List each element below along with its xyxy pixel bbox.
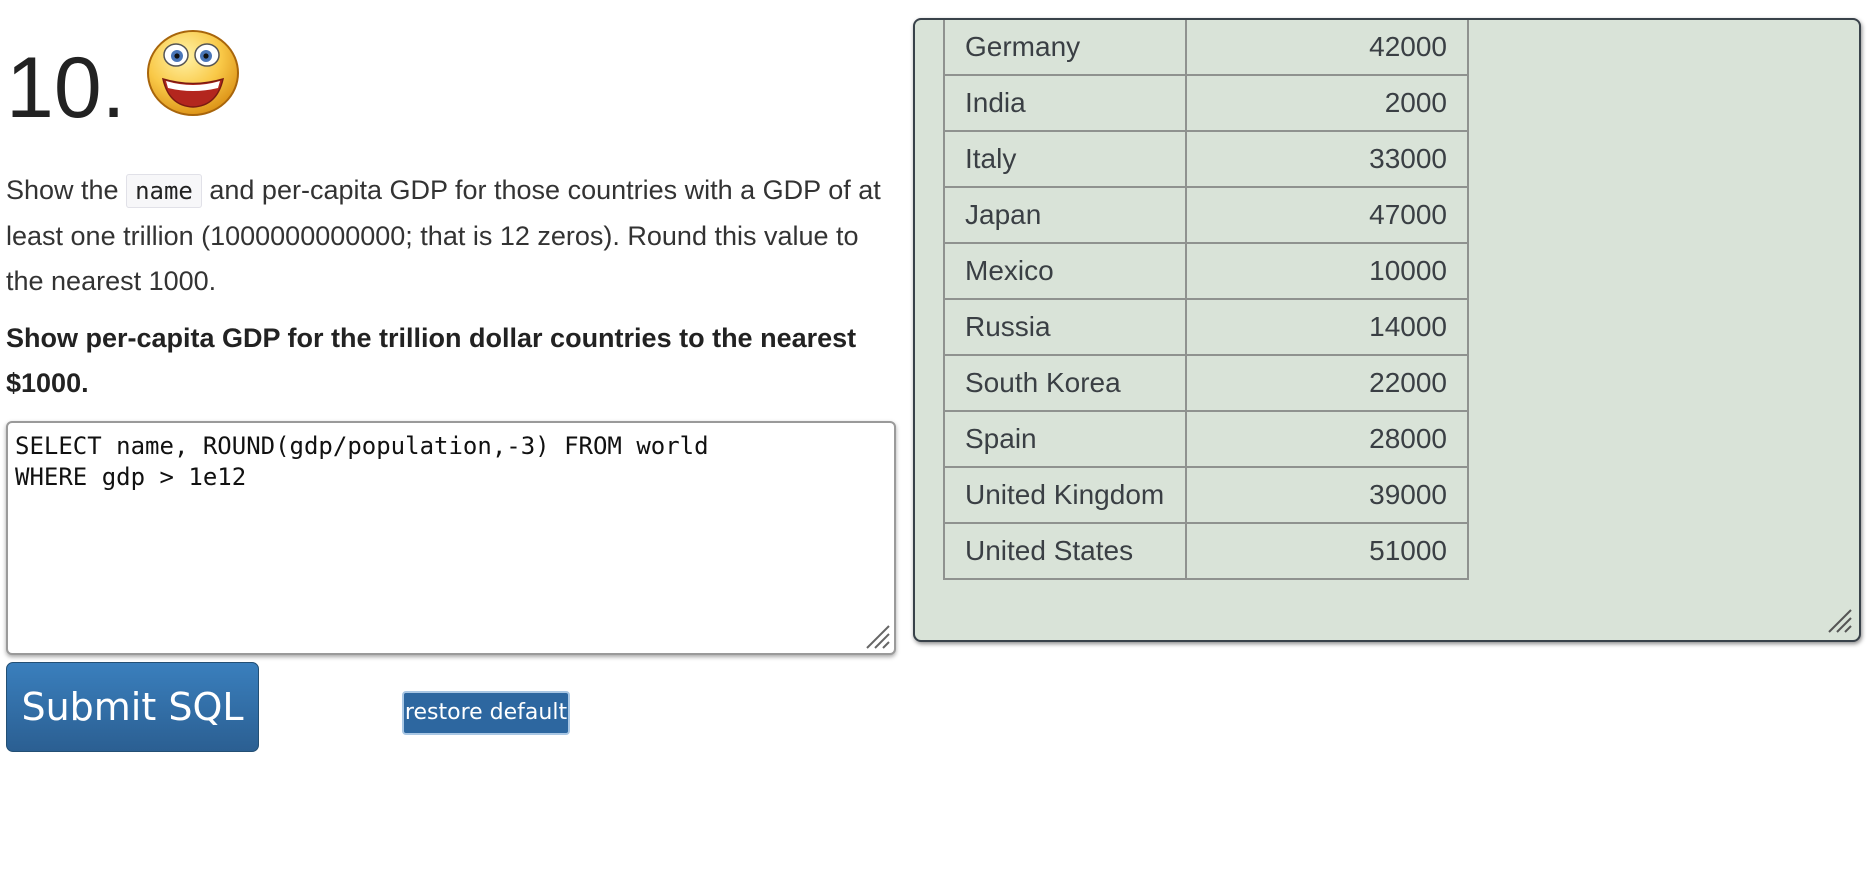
table-row: United Kingdom 39000 — [943, 466, 1469, 524]
submit-sql-button[interactable]: Submit SQL — [6, 662, 259, 752]
country-name-cell: Italy — [943, 130, 1187, 188]
table-row: Russia 14000 — [943, 298, 1469, 356]
gdp-per-capita-cell: 51000 — [1185, 522, 1469, 580]
gdp-per-capita-cell: 22000 — [1185, 354, 1469, 412]
description-text-start: Show the — [6, 175, 127, 205]
country-name-cell: Spain — [943, 410, 1187, 468]
sql-line[interactable]: WHERE gdp > 1e12 — [15, 463, 247, 491]
restore-default-button[interactable]: restore default — [402, 691, 570, 735]
table-row-partial — [944, 18, 1468, 19]
gdp-per-capita-cell: 14000 — [1185, 298, 1469, 356]
question-description: Show the name and per-capita GDP for tho… — [6, 168, 896, 304]
gdp-per-capita-cell: 2000 — [1185, 74, 1469, 132]
table-row: India 2000 — [943, 74, 1469, 132]
gdp-per-capita-cell: 33000 — [1185, 130, 1469, 188]
result-panel[interactable]: Germany 42000 India 2000 Italy 33000 Jap… — [913, 18, 1861, 642]
table-row: Japan 47000 — [943, 186, 1469, 244]
table-row: Mexico 10000 — [943, 242, 1469, 300]
resize-grip-icon[interactable] — [1823, 604, 1853, 634]
table-row: Spain 28000 — [943, 410, 1469, 468]
gdp-per-capita-cell: 47000 — [1185, 186, 1469, 244]
table-row: Italy 33000 — [943, 130, 1469, 188]
task-statement: Show per-capita GDP for the trillion dol… — [6, 323, 857, 398]
result-table: Germany 42000 India 2000 Italy 33000 Jap… — [943, 18, 1469, 580]
country-name-cell: United States — [943, 522, 1187, 580]
table-row: South Korea 22000 — [943, 354, 1469, 412]
gdp-per-capita-cell: 28000 — [1185, 410, 1469, 468]
table-row: United States 51000 — [943, 522, 1469, 580]
table-row: Germany 42000 — [943, 20, 1469, 76]
sql-editor[interactable]: SELECT name, ROUND(gdp/population,-3) FR… — [6, 421, 896, 655]
resize-grip-icon[interactable] — [861, 620, 891, 650]
gdp-per-capita-cell: 10000 — [1185, 242, 1469, 300]
gdp-per-capita-cell: 39000 — [1185, 466, 1469, 524]
country-name-cell: Russia — [943, 298, 1187, 356]
country-name-cell: United Kingdom — [943, 466, 1187, 524]
description-text-end: and per-capita GDP for those countries w… — [6, 175, 881, 296]
country-name-cell: Japan — [943, 186, 1187, 244]
question-number: 10. — [6, 40, 126, 136]
country-name-cell: India — [943, 74, 1187, 132]
smiley-face-icon — [147, 30, 239, 116]
country-name-cell: South Korea — [943, 354, 1187, 412]
country-name-cell: Germany — [943, 20, 1187, 76]
name-code-snippet: name — [126, 174, 202, 208]
country-name-cell: Mexico — [943, 242, 1187, 300]
sql-line[interactable]: SELECT name, ROUND(gdp/population,-3) FR… — [15, 432, 709, 460]
gdp-per-capita-cell: 42000 — [1185, 20, 1469, 76]
